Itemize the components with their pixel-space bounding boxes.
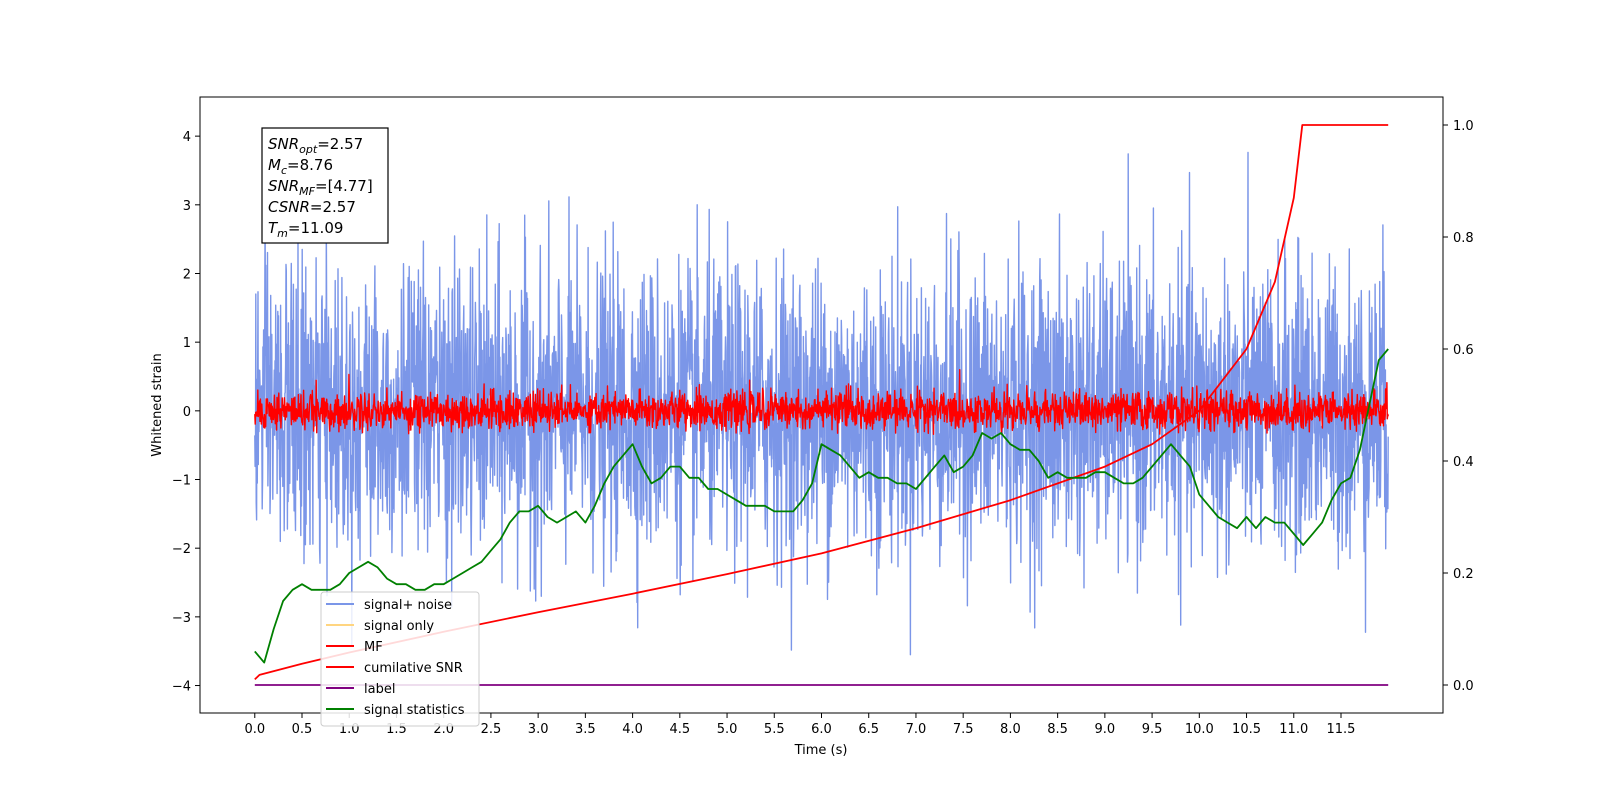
annotation-line: Tm=11.09 bbox=[268, 219, 343, 240]
y-axis-left: 4 3 2 1 0 −1 −2 −3 −4 bbox=[172, 130, 200, 695]
legend-frame bbox=[320, 591, 480, 727]
y2-tick-label: 0.4 bbox=[1453, 455, 1474, 470]
y-tick-label: 1 bbox=[183, 336, 191, 351]
x-tick-label: 9.5 bbox=[1142, 722, 1163, 737]
y-axis-right: 1.0 0.8 0.6 0.4 0.2 0.0 bbox=[1443, 119, 1474, 694]
y-tick-label: 0 bbox=[183, 405, 191, 420]
x-tick-label: 10.0 bbox=[1185, 722, 1214, 737]
annotation-line: CSNR=2.57 bbox=[268, 198, 356, 216]
x-tick-label: 6.5 bbox=[858, 722, 879, 737]
y2-tick-label: 0.2 bbox=[1453, 567, 1474, 582]
y-tick-label: 4 bbox=[183, 130, 191, 145]
x-tick-label: 8.0 bbox=[1000, 722, 1021, 737]
x-axis: 0.0 0.5 1.0 1.5 2.0 2.5 3.0 3.5 4.0 4.5 5.0 5.5 6.0 6… bbox=[244, 713, 1355, 737]
y-tick-label: 2 bbox=[183, 267, 191, 282]
x-axis-label: Time (s) bbox=[794, 743, 848, 758]
legend-label: signal only bbox=[364, 619, 434, 634]
x-tick-label: 5.0 bbox=[717, 722, 738, 737]
x-tick-label: 0.5 bbox=[292, 722, 313, 737]
y-tick-label: −3 bbox=[172, 611, 191, 626]
series-line-2 bbox=[254, 369, 1389, 435]
x-tick-label: 0.0 bbox=[244, 722, 265, 737]
x-tick-label: 8.5 bbox=[1047, 722, 1068, 737]
x-tick-label: 5.5 bbox=[764, 722, 785, 737]
series-line-5 bbox=[254, 348, 1389, 664]
y2-tick-label: 0.6 bbox=[1453, 343, 1474, 358]
x-tick-label: 10.5 bbox=[1232, 722, 1261, 737]
x-tick-label: 4.5 bbox=[669, 722, 690, 737]
y-tick-label: −1 bbox=[172, 474, 191, 489]
y2-tick-label: 1.0 bbox=[1453, 119, 1474, 134]
annotation-line: SNRMF=[4.77] bbox=[268, 177, 373, 198]
x-tick-label: 6.0 bbox=[811, 722, 832, 737]
annotation-frame bbox=[261, 127, 389, 244]
x-tick-label: 7.5 bbox=[953, 722, 974, 737]
y2-tick-label: 0.8 bbox=[1453, 231, 1474, 246]
legend-label: cumilative SNR bbox=[364, 661, 463, 676]
y-tick-label: −4 bbox=[172, 680, 191, 695]
y2-tick-label: 0.0 bbox=[1453, 679, 1474, 694]
legend-label: label bbox=[364, 682, 395, 697]
annotation-line: SNRopt=2.57 bbox=[268, 135, 363, 156]
x-tick-label: 2.5 bbox=[481, 722, 502, 737]
y-axis-label: Whitened strain bbox=[150, 353, 165, 456]
x-tick-label: 3.5 bbox=[575, 722, 596, 737]
x-tick-label: 11.0 bbox=[1279, 722, 1308, 737]
legend: signal+ noise signal only MF cumilative SNR… bbox=[320, 591, 480, 727]
legend-label: MF bbox=[364, 640, 383, 655]
x-tick-label: 7.0 bbox=[906, 722, 927, 737]
y-tick-label: 3 bbox=[183, 199, 191, 214]
x-tick-label: 9.0 bbox=[1095, 722, 1116, 737]
x-tick-label: 4.0 bbox=[622, 722, 643, 737]
x-tick-label: 3.0 bbox=[528, 722, 549, 737]
annotation-line: Mc=8.76 bbox=[268, 156, 333, 177]
y-tick-label: −2 bbox=[172, 542, 191, 557]
x-tick-label: 11.5 bbox=[1327, 722, 1356, 737]
legend-label: signal statistics bbox=[364, 703, 465, 718]
legend-label: signal+ noise bbox=[364, 598, 452, 613]
